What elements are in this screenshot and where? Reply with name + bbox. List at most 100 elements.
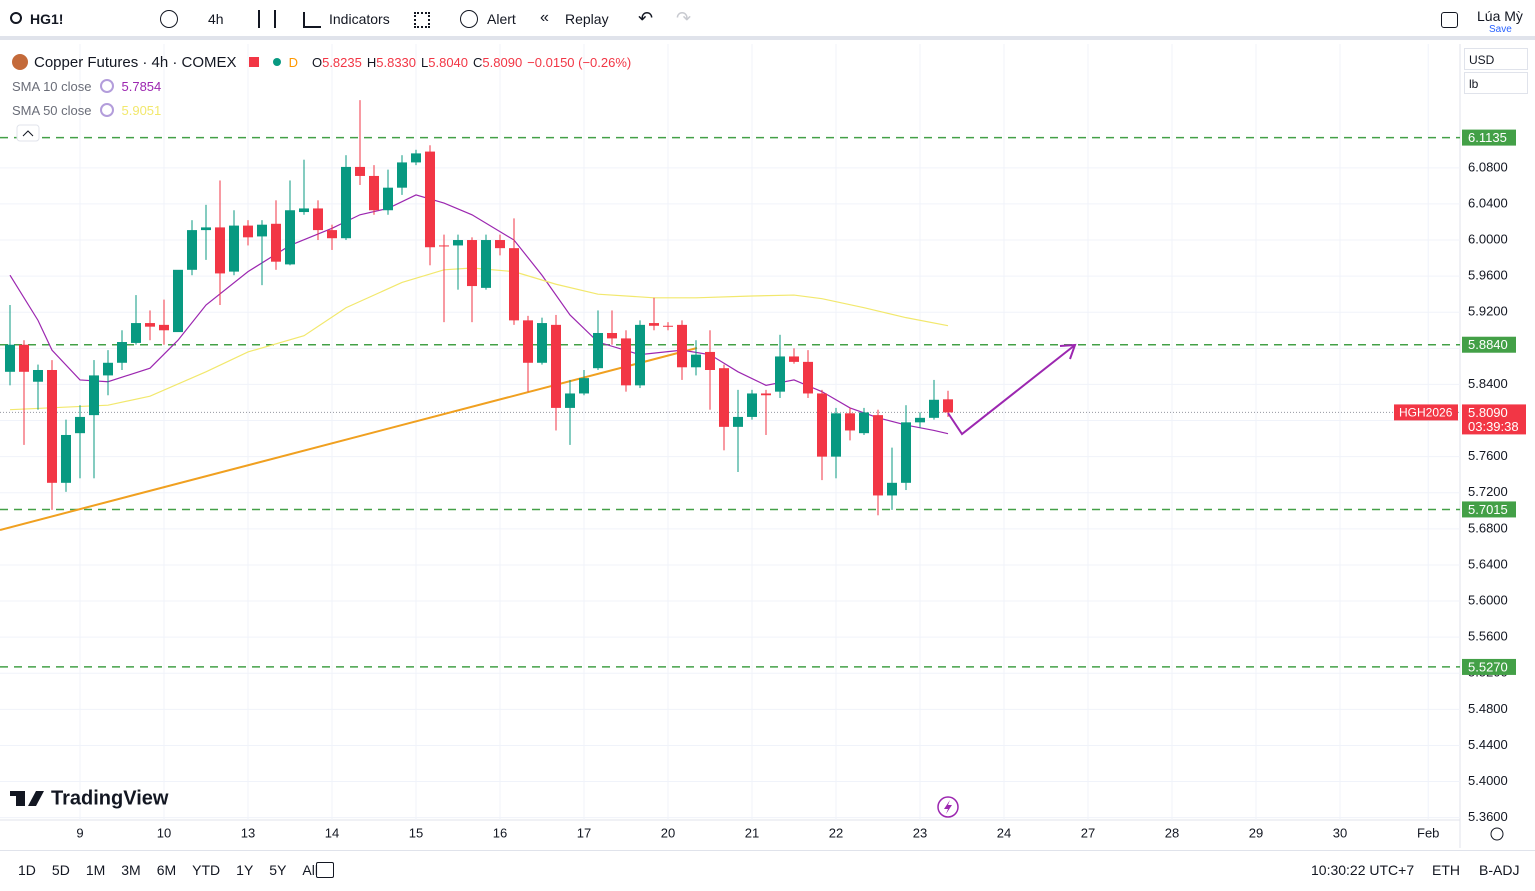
y-tick-label: 5.6800 (1468, 520, 1508, 535)
range-button[interactable]: 5D (51, 862, 70, 878)
candle-body (46, 369, 57, 483)
axis-labels: 5.36005.40005.44005.48005.52005.56005.60… (76, 129, 1526, 840)
redo-button[interactable]: ↷ (676, 8, 692, 28)
price-label-bg (1462, 404, 1526, 435)
candle-body (635, 324, 646, 386)
lightning-button[interactable] (937, 796, 959, 818)
candle-body (522, 320, 533, 363)
y-tick-label: 5.4400 (1468, 737, 1508, 752)
adjust-button[interactable]: B-ADJ (1479, 862, 1520, 878)
range-button[interactable]: 3M (121, 862, 141, 878)
candle-body (88, 375, 99, 416)
y-tick-label: 5.6000 (1468, 592, 1508, 607)
range-button[interactable]: 1Y (236, 862, 254, 878)
settings-icon[interactable] (1490, 827, 1504, 841)
candle-body (340, 166, 351, 239)
candle-body (621, 338, 632, 386)
replay-button[interactable]: Replay (565, 11, 609, 27)
range-button[interactable]: 1M (85, 862, 106, 878)
currency-select[interactable]: USD (1464, 48, 1528, 70)
save-button[interactable]: Save (1489, 24, 1512, 35)
level-label: 5.8840 (1468, 337, 1508, 352)
x-tick-label: 13 (241, 825, 255, 840)
candle-body (102, 362, 113, 376)
collapse-legend[interactable] (16, 124, 40, 142)
x-tick-label: 17 (577, 825, 591, 840)
level-label-bg (1462, 658, 1516, 675)
y-tick-label: 5.5600 (1468, 629, 1508, 644)
change-value: −0.0150 (−0.26%) (527, 54, 632, 70)
indicators-button[interactable]: Indicators (329, 11, 390, 27)
bottom-toolbar: 1D 5D 1M 3M 6M YTD 1Y 5Y All 10:30:22 UTC+7 ETH … (0, 850, 1535, 891)
indicator-row[interactable]: SMA 50 close 5.9051 (12, 98, 631, 122)
range-buttons: 1D 5D 1M 3M 6M YTD 1Y 5Y All (10, 862, 326, 878)
lightning-icon (944, 800, 952, 814)
replay-icon[interactable]: « (540, 9, 549, 26)
search-icon[interactable] (10, 12, 22, 24)
candle-body (410, 153, 421, 163)
indicator-row[interactable]: SMA 10 close 5.7854 (12, 74, 631, 98)
symbol-icon (12, 54, 28, 70)
flag-icon[interactable] (248, 57, 259, 67)
candle-body (144, 323, 155, 327)
candle-body (242, 225, 253, 238)
session-button[interactable]: ETH (1432, 862, 1460, 878)
candle-body (593, 332, 604, 369)
indicator-icon (99, 79, 114, 93)
candle-body (915, 417, 926, 423)
x-tick-label: 30 (1333, 825, 1347, 840)
undo-button[interactable]: ↶ (638, 8, 654, 28)
candle-body (831, 413, 842, 457)
candle-body (298, 208, 309, 213)
templates-button[interactable] (414, 12, 430, 28)
indicators-icon[interactable] (303, 12, 321, 28)
symbol-search[interactable]: HG1! (30, 11, 64, 27)
indicator-name: SMA 50 close (12, 102, 92, 118)
candle-body (172, 269, 183, 333)
compare-button[interactable] (160, 10, 178, 28)
chart-type-button[interactable] (258, 10, 276, 28)
symbol-title[interactable]: Copper Futures · 4h · COMEX (34, 53, 237, 71)
candle-body (579, 378, 589, 394)
x-tick-label: Feb (1417, 825, 1439, 840)
candle-body (564, 393, 575, 408)
arrow-head (1059, 343, 1077, 360)
clock[interactable]: 10:30:22 UTC+7 (1311, 862, 1415, 878)
alert-button[interactable]: Alert (487, 11, 516, 27)
range-button[interactable]: All (302, 862, 318, 878)
range-button[interactable]: 5Y (269, 862, 287, 878)
unit-select[interactable]: lb (1464, 72, 1528, 94)
grid (0, 44, 1460, 820)
x-tick-label: 27 (1081, 825, 1095, 840)
arrow-drawing[interactable] (947, 344, 1076, 436)
candle-body (116, 342, 127, 363)
candle-body (859, 412, 870, 434)
logo-icon (16, 791, 25, 806)
range-button[interactable]: 6M (156, 862, 177, 878)
range-button[interactable]: YTD (192, 862, 221, 878)
goto-date[interactable] (316, 862, 334, 878)
candle-body (60, 434, 71, 483)
y-tick-label: 5.7600 (1468, 448, 1508, 463)
x-tick-label: 20 (661, 825, 675, 840)
interval-button[interactable]: 4h (208, 11, 224, 27)
layout-button[interactable] (1441, 12, 1458, 28)
indicator-icon (99, 103, 114, 117)
range-button[interactable]: 1D (18, 862, 36, 878)
candle-body (312, 208, 323, 231)
candle-body (326, 230, 337, 239)
alert-icon[interactable] (460, 10, 478, 28)
chart-background (0, 40, 1535, 850)
level-label: 6.1135 (1468, 130, 1507, 145)
ohlc-key: L (421, 54, 429, 70)
logo-icon (28, 791, 44, 806)
candle-body (677, 324, 688, 368)
level-label-bg (1462, 129, 1516, 146)
ohlc-key: C (473, 54, 483, 70)
layout-name[interactable]: Lúa Mỳ (1477, 8, 1523, 24)
candle-body (452, 240, 463, 246)
